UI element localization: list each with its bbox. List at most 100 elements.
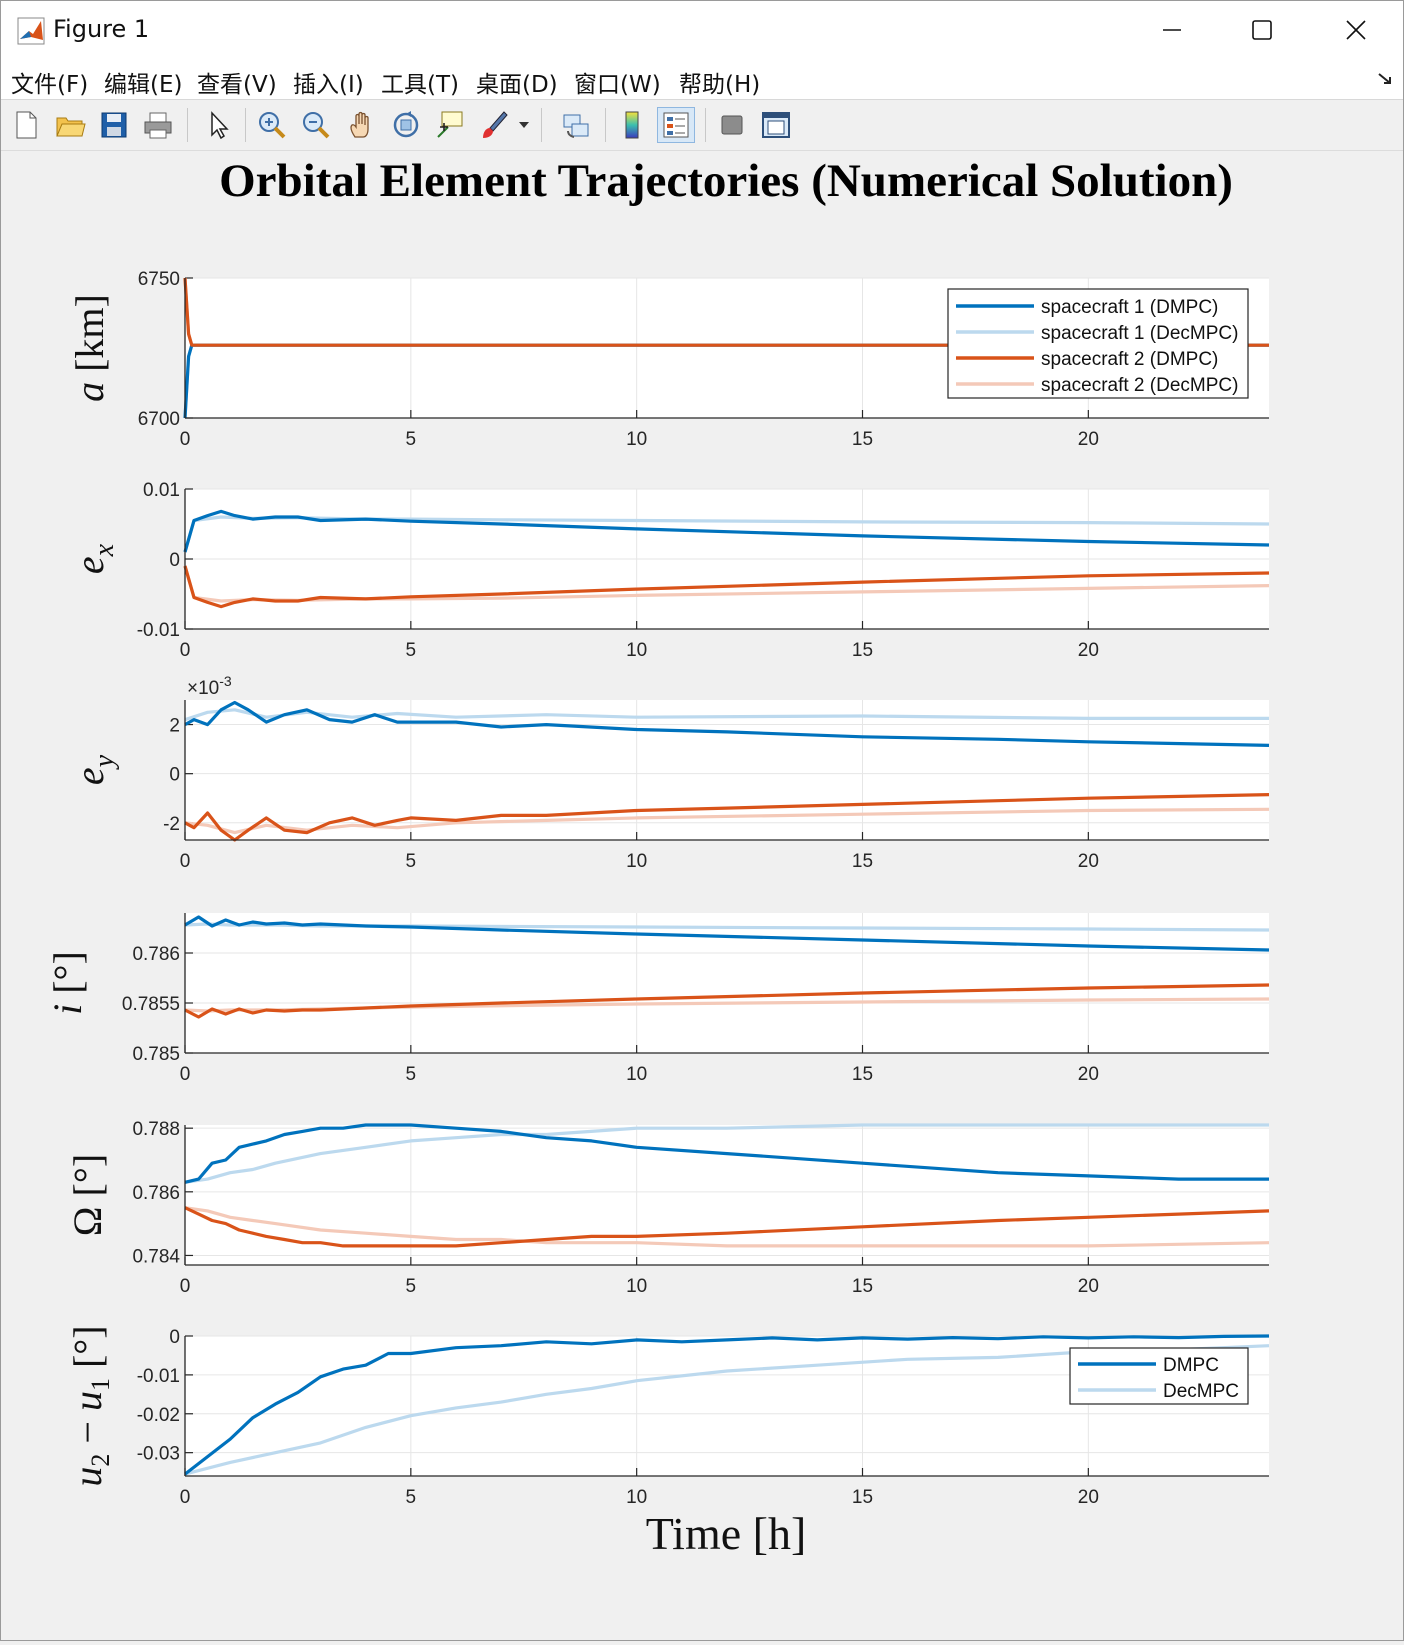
hide-plot-tools-icon xyxy=(721,115,743,135)
menu-help[interactable]: 帮助(H) xyxy=(679,72,761,98)
matlab-logo-icon xyxy=(17,17,45,45)
data-cursor-button[interactable] xyxy=(431,107,469,143)
zoom-out-button[interactable] xyxy=(297,107,335,143)
subplot-4: 0 5 10 15 20 0.785 0.7855 0.786 i [°] xyxy=(45,913,1270,1085)
menu-bar: 文件(F) 编辑(E) 查看(V) 插入(I) 工具(T) 桌面(D) 窗口(W… xyxy=(1,59,1403,100)
y-axis-label: Ω [°] xyxy=(65,1154,110,1236)
rotate-3d-button[interactable] xyxy=(387,107,425,143)
link-plot-button[interactable] xyxy=(557,107,595,143)
legend-label: DecMPC xyxy=(1163,1381,1239,1402)
x-tick-label: 20 xyxy=(1078,1064,1099,1085)
x-tick-label: 10 xyxy=(626,429,647,450)
hide-plot-tools-button[interactable] xyxy=(713,107,751,143)
brush-dropdown-button[interactable] xyxy=(515,107,533,143)
pan-button[interactable] xyxy=(343,107,381,143)
series-line-spacecraft-1-dmpc xyxy=(184,1123,1269,1184)
series-line-spacecraft-2-decmpc xyxy=(184,1206,1270,1248)
close-icon xyxy=(1346,20,1366,40)
y-axis-label: ey xyxy=(67,754,120,785)
dock-arrow-icon[interactable] xyxy=(1377,71,1395,87)
show-plot-tools-button[interactable] xyxy=(757,107,795,143)
menu-edit[interactable]: 编辑(E) xyxy=(104,72,183,98)
y-tick-label: 0.786 xyxy=(132,1183,180,1204)
zoom-in-button[interactable] xyxy=(253,107,291,143)
open-file-icon xyxy=(56,117,86,137)
close-button[interactable] xyxy=(1321,1,1391,59)
y-tick-label: 0.784 xyxy=(132,1246,180,1267)
brush-dropdown-icon xyxy=(519,122,529,128)
chart-title: Orbital Element Trajectories (Numerical … xyxy=(219,155,1233,207)
link-plot-icon xyxy=(563,114,589,138)
x-tick-label: 10 xyxy=(626,1064,647,1085)
legend-label: spacecraft 1 (DecMPC) xyxy=(1041,323,1238,344)
y-tick-label: 6750 xyxy=(138,269,180,290)
toolbar-separator xyxy=(245,108,246,142)
title-bar: Figure 1 xyxy=(1,1,1403,59)
legend-label: spacecraft 2 (DMPC) xyxy=(1041,349,1218,370)
show-plot-tools-icon xyxy=(762,112,790,138)
x-tick-label: 0 xyxy=(180,429,191,450)
toolbar-separator xyxy=(187,108,188,142)
menu-window[interactable]: 窗口(W) xyxy=(574,72,661,98)
zoom-in-icon xyxy=(259,112,286,139)
x-tick-label: 5 xyxy=(406,851,417,872)
menu-insert[interactable]: 插入(I) xyxy=(293,72,364,98)
x-tick-label: 15 xyxy=(852,851,873,872)
x-tick-label: 20 xyxy=(1078,1276,1099,1297)
colorbar-button[interactable] xyxy=(613,107,651,143)
open-file-button[interactable] xyxy=(51,107,89,143)
new-figure-icon xyxy=(16,111,37,139)
menu-file[interactable]: 文件(F) xyxy=(11,72,89,98)
x-tick-label: 10 xyxy=(626,640,647,661)
maximize-icon xyxy=(1252,20,1272,40)
y-axis-label: a [km] xyxy=(67,294,112,402)
toolbar-separator xyxy=(705,108,706,142)
legend-main[interactable]: spacecraft 1 (DMPC) spacecraft 1 (DecMPC)… xyxy=(947,288,1249,399)
print-icon xyxy=(144,112,172,139)
x-tick-label: 0 xyxy=(180,851,191,872)
print-button[interactable] xyxy=(139,107,177,143)
window-title: Figure 1 xyxy=(53,15,150,43)
legend-diff[interactable]: DMPC DecMPC xyxy=(1069,1347,1249,1405)
menu-tools[interactable]: 工具(T) xyxy=(381,72,459,98)
series-line-spacecraft-1-decmpc xyxy=(184,1123,1269,1184)
minimize-button[interactable] xyxy=(1137,1,1207,59)
legend-button[interactable] xyxy=(657,107,695,143)
y-tick-label: -0.01 xyxy=(137,620,180,641)
menu-view[interactable]: 查看(V) xyxy=(197,72,277,98)
zoom-out-icon xyxy=(303,112,330,139)
series-line-spacecraft-1-dmpc xyxy=(184,915,1270,952)
maximize-button[interactable] xyxy=(1227,1,1297,59)
x-tick-label: 5 xyxy=(406,429,417,450)
x-tick-label: 5 xyxy=(406,640,417,661)
new-figure-button[interactable] xyxy=(7,107,45,143)
toolbar-separator xyxy=(541,108,542,142)
subplot-6: 0 5 10 15 20 -0.03 -0.02 -0.01 0 u2 − u1 [°] xyxy=(65,1325,1270,1508)
y-tick-label: 0 xyxy=(169,550,180,571)
y-tick-label: 0.7855 xyxy=(122,994,180,1015)
series-line-spacecraft-1-dmpc xyxy=(183,509,1270,553)
y-tick-label: -0.02 xyxy=(137,1405,180,1426)
legend-label: spacecraft 2 (DecMPC) xyxy=(1041,375,1238,396)
x-tick-label: 10 xyxy=(626,851,647,872)
legend-icon xyxy=(663,112,689,138)
y-tick-label: -0.03 xyxy=(137,1444,180,1465)
y-tick-label: 0.788 xyxy=(132,1119,180,1140)
series-line-spacecraft-2-dmpc xyxy=(183,277,1269,347)
y-tick-label: 0.01 xyxy=(143,480,180,501)
y-axis-label: u2 − u1 [°] xyxy=(65,1325,115,1486)
x-tick-label: 15 xyxy=(852,1064,873,1085)
pan-hand-icon xyxy=(350,111,369,138)
y-tick-label: 0 xyxy=(169,1327,180,1348)
subplot-3: 0 5 10 15 20-202×10-3ey xyxy=(67,673,1270,872)
x-tick-label: 0 xyxy=(180,1276,191,1297)
y-tick-label: -0.01 xyxy=(137,1366,180,1387)
menu-desktop[interactable]: 桌面(D) xyxy=(476,72,558,98)
rotate-3d-icon xyxy=(393,111,419,138)
x-tick-label: 15 xyxy=(852,1487,873,1508)
select-button[interactable] xyxy=(199,107,237,143)
brush-button[interactable] xyxy=(475,107,513,143)
data-cursor-icon xyxy=(437,111,463,138)
save-button[interactable] xyxy=(95,107,133,143)
